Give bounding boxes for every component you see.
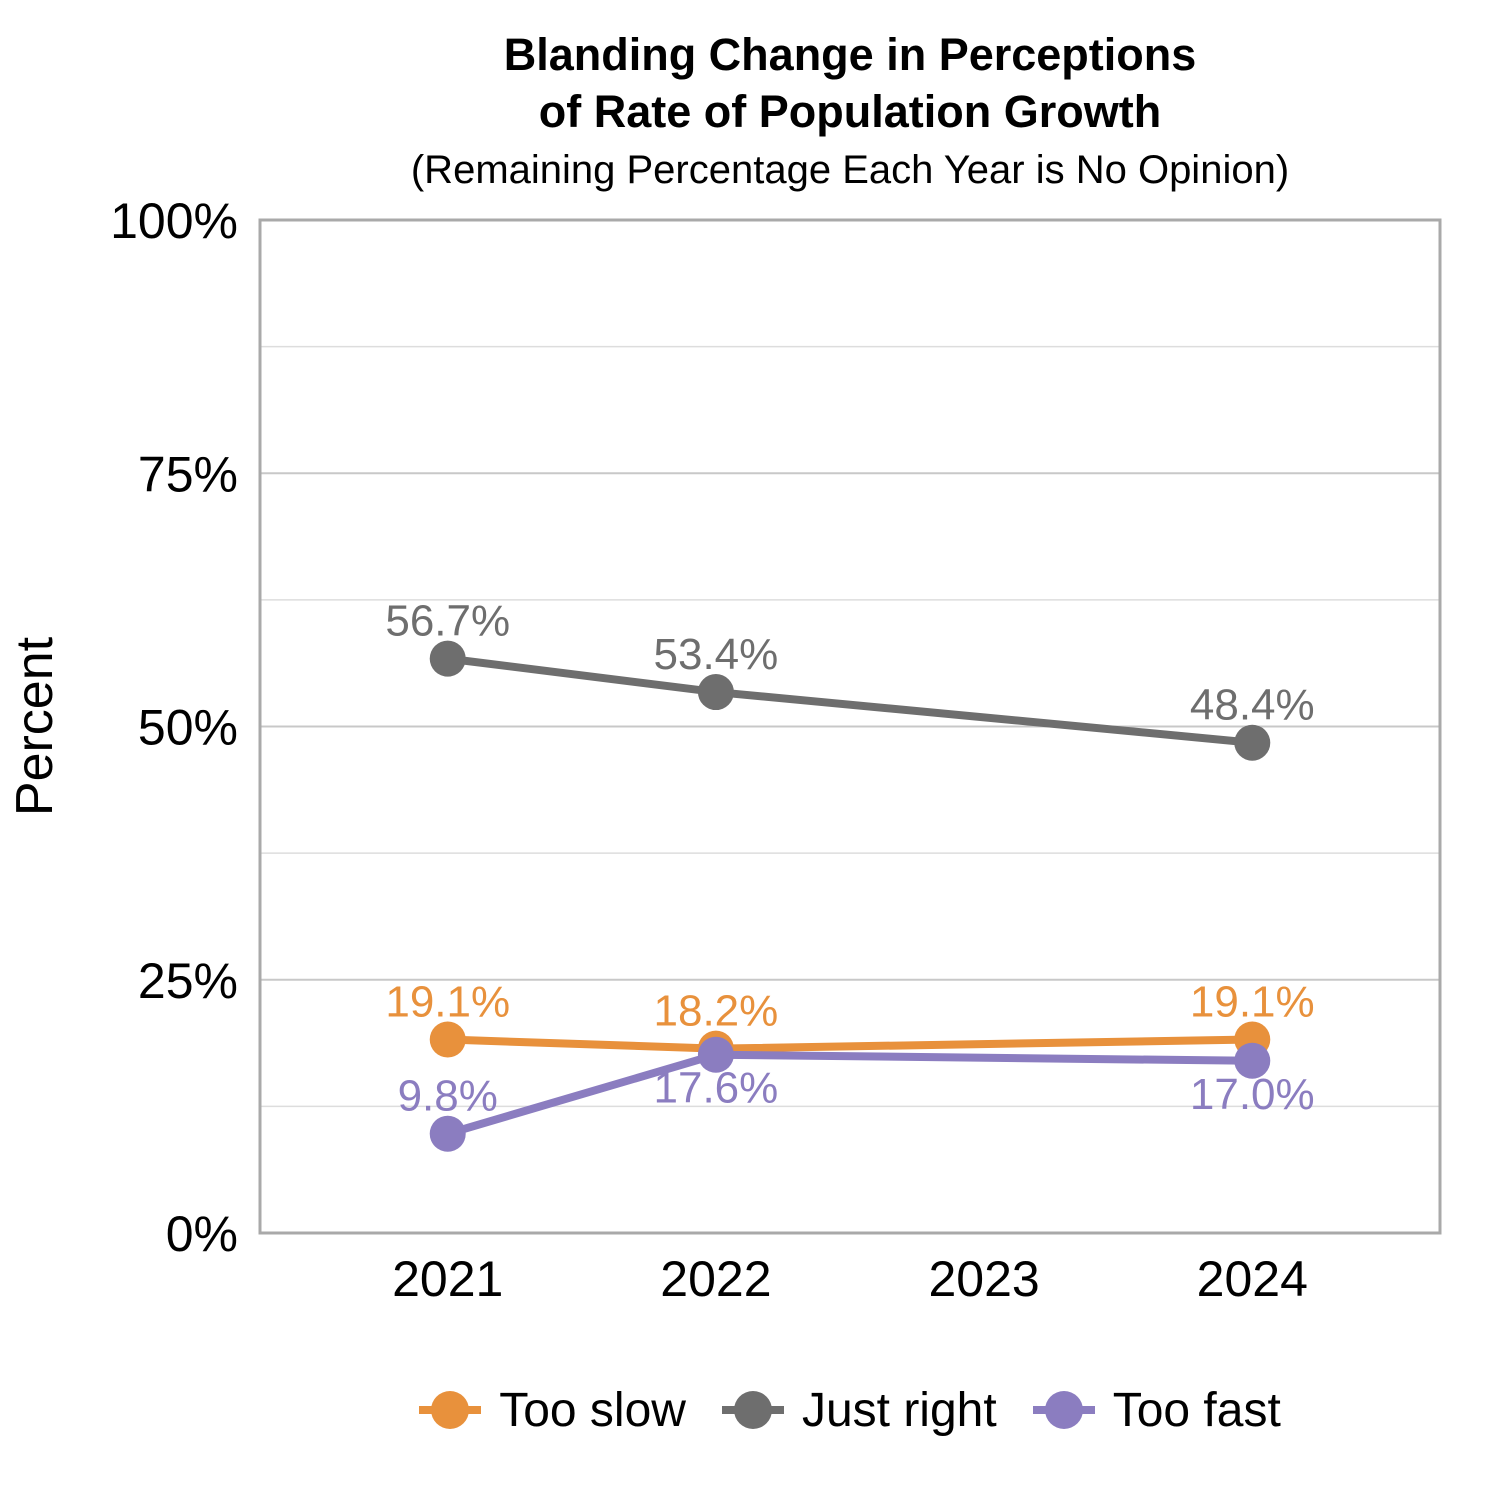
y-tick-label: 50% — [138, 700, 238, 756]
data-point-just-right — [1234, 724, 1271, 761]
legend-marker-icon — [419, 1391, 482, 1429]
legend-key-point — [733, 1391, 772, 1429]
data-point-just-right — [697, 674, 734, 711]
series-line-just-right — [447, 654, 1253, 747]
data-point-label-too-slow: 19.1% — [1190, 978, 1315, 1027]
legend-item-just-right: Just right — [721, 1383, 997, 1438]
y-tick-label: 75% — [138, 446, 238, 502]
chart-title: Blanding Change in Perceptions of Rate o… — [503, 29, 1197, 137]
legend-label: Just right — [801, 1383, 997, 1437]
data-point-label-just-right: 53.4% — [654, 630, 779, 679]
x-tick-label: 2024 — [1197, 1251, 1308, 1307]
y-axis-title: Percent — [6, 636, 64, 816]
data-point-just-right — [429, 640, 466, 677]
y-tick-label: 25% — [138, 953, 238, 1009]
legend-label: Too fast — [1112, 1383, 1281, 1437]
legend-marker-icon — [721, 1391, 784, 1429]
series-line-too-fast — [446, 1050, 1253, 1138]
legend: Too slow Just right Too fast — [260, 1368, 1440, 1452]
panel-border — [258, 218, 1442, 1235]
data-point-too-fast — [697, 1036, 734, 1073]
data-point-label-too-fast: 17.6% — [654, 1064, 779, 1113]
x-tick-label: 2023 — [928, 1251, 1039, 1307]
x-tick-label: 2021 — [392, 1251, 503, 1307]
data-point-label-too-slow: 19.1% — [385, 978, 510, 1027]
data-point-too-fast — [1234, 1042, 1271, 1079]
y-tick-label: 100% — [110, 193, 238, 249]
data-point-label-too-slow: 18.2% — [654, 987, 779, 1036]
y-tick-label: 0% — [166, 1206, 238, 1262]
series-line-too-slow — [447, 1035, 1253, 1053]
legend-key-point — [431, 1391, 470, 1429]
legend-marker-icon — [1032, 1391, 1095, 1429]
x-tick-label: 2022 — [660, 1251, 771, 1307]
data-point-label-just-right: 48.4% — [1190, 681, 1315, 730]
data-point-too-fast — [429, 1115, 466, 1152]
data-point-label-too-fast: 9.8% — [398, 1072, 498, 1121]
data-point-label-just-right: 56.7% — [385, 597, 510, 646]
legend-item-too-fast: Too fast — [1032, 1383, 1281, 1438]
legend-key-point — [1044, 1391, 1083, 1429]
data-point-too-slow — [429, 1021, 466, 1058]
legend-label: Too slow — [499, 1383, 686, 1437]
chart-subtitle: (Remaining Percentage Each Year is No Op… — [410, 148, 1290, 192]
data-point-label-too-fast: 17.0% — [1190, 1070, 1315, 1119]
legend-item-too-slow: Too slow — [419, 1383, 686, 1438]
